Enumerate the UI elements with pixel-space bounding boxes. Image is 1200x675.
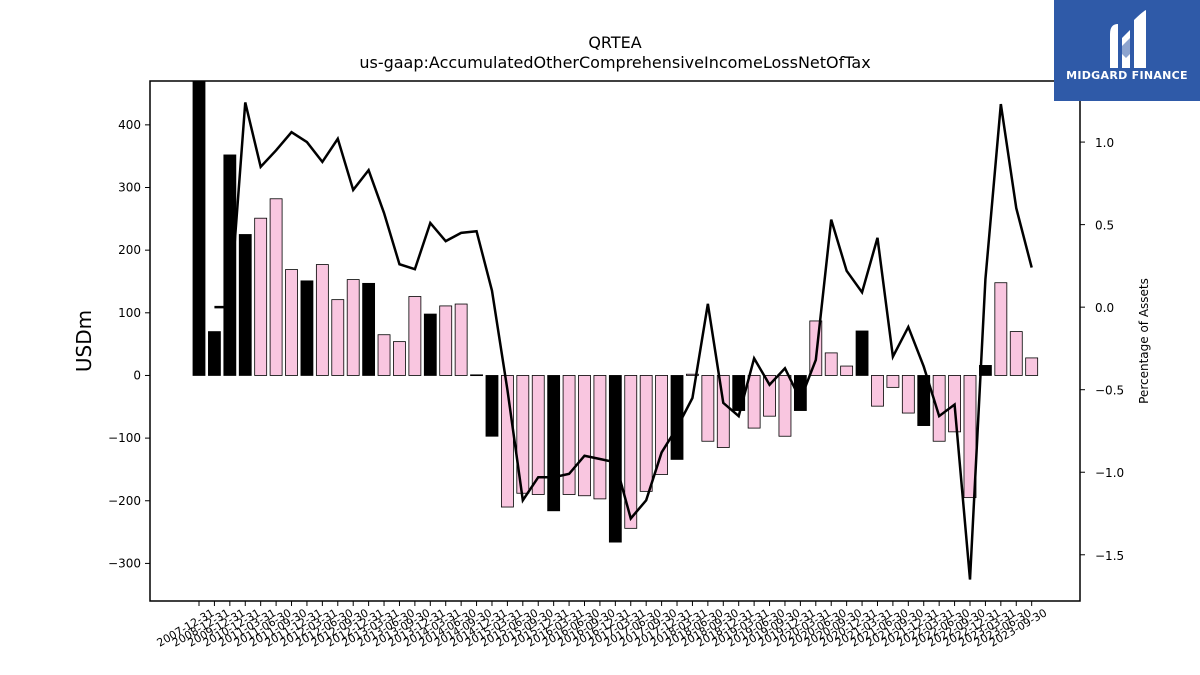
- y-tick-label: −300: [108, 556, 141, 570]
- bar: [454, 303, 468, 376]
- bar: [192, 80, 206, 376]
- bar: [423, 313, 437, 376]
- bar: [238, 234, 252, 376]
- bar: [639, 375, 653, 492]
- bar: [315, 264, 329, 376]
- y-axis-left: −300 −200 −100 0 100 200 300 400: [108, 118, 150, 570]
- bar: [886, 375, 900, 388]
- bar: [470, 374, 483, 377]
- bar: [531, 375, 545, 495]
- chart-subtitle: us-gaap:AccumulatedOtherComprehensiveInc…: [359, 53, 870, 72]
- bar: [901, 375, 915, 414]
- y2-tick-label: 1.0: [1095, 136, 1114, 150]
- bar: [485, 375, 499, 437]
- bar: [624, 375, 638, 529]
- y2-tick-label: −1.0: [1095, 466, 1124, 480]
- bar: [778, 375, 792, 437]
- bar: [208, 331, 221, 376]
- bar: [979, 365, 992, 376]
- y-tick-label: −200: [108, 494, 141, 508]
- y2-axis-label: Percentage of Assets: [1137, 278, 1151, 404]
- bar: [824, 352, 838, 376]
- bar: [562, 375, 576, 495]
- bar: [716, 375, 730, 448]
- y-axis-label: USDm: [72, 310, 96, 372]
- bar: [408, 296, 422, 376]
- bar: [269, 198, 283, 376]
- bar: [840, 365, 854, 376]
- bar: [793, 375, 807, 411]
- brand-logo: MIDGARD FINANCE: [1054, 0, 1200, 101]
- bar: [223, 154, 237, 376]
- bar: [439, 305, 453, 376]
- bar: [701, 375, 715, 442]
- bar: [855, 330, 869, 376]
- bar: [377, 334, 391, 376]
- bar: [655, 375, 668, 475]
- chart-title: QRTEA: [588, 33, 641, 52]
- bar: [346, 279, 360, 376]
- bar: [1025, 357, 1039, 376]
- y2-tick-label: 0.5: [1095, 219, 1114, 233]
- bar: [963, 375, 977, 499]
- y-tick-label: 300: [118, 181, 141, 195]
- y-tick-label: −100: [108, 431, 141, 445]
- bar: [285, 269, 298, 376]
- y2-tick-label: −1.5: [1095, 549, 1124, 563]
- bar-series: [192, 80, 1039, 543]
- midgard-logo-icon: [1110, 10, 1146, 68]
- y-axis-right: −1.5 −1.0 −0.5 0.0 0.5 1.0: [1080, 136, 1124, 563]
- bar: [547, 375, 561, 512]
- bar: [331, 299, 345, 376]
- y-tick-label: 400: [118, 118, 141, 132]
- bar: [1009, 331, 1023, 376]
- y-tick-label: 100: [118, 306, 141, 320]
- bar: [300, 280, 314, 376]
- bar: [994, 282, 1008, 376]
- brand-name: MIDGARD FINANCE: [1066, 69, 1188, 82]
- bar: [593, 375, 607, 500]
- y-tick-label: 0: [133, 368, 141, 382]
- bar: [932, 375, 946, 442]
- y-tick-label: 200: [118, 243, 141, 257]
- y2-tick-label: 0.0: [1095, 301, 1114, 315]
- bar: [763, 375, 776, 417]
- x-axis: 2007-12-312008-12-312009-12-312010-12-31…: [155, 601, 1049, 650]
- bar: [608, 375, 622, 543]
- bar: [917, 375, 931, 426]
- y2-tick-label: −0.5: [1095, 384, 1124, 398]
- percentage-line: [214, 102, 1033, 580]
- bar: [578, 375, 591, 497]
- bar: [871, 375, 884, 407]
- bar: [732, 375, 746, 411]
- bar: [747, 375, 761, 429]
- bar: [393, 341, 406, 376]
- bar: [686, 373, 699, 376]
- bar: [254, 217, 268, 376]
- bar: [362, 282, 376, 376]
